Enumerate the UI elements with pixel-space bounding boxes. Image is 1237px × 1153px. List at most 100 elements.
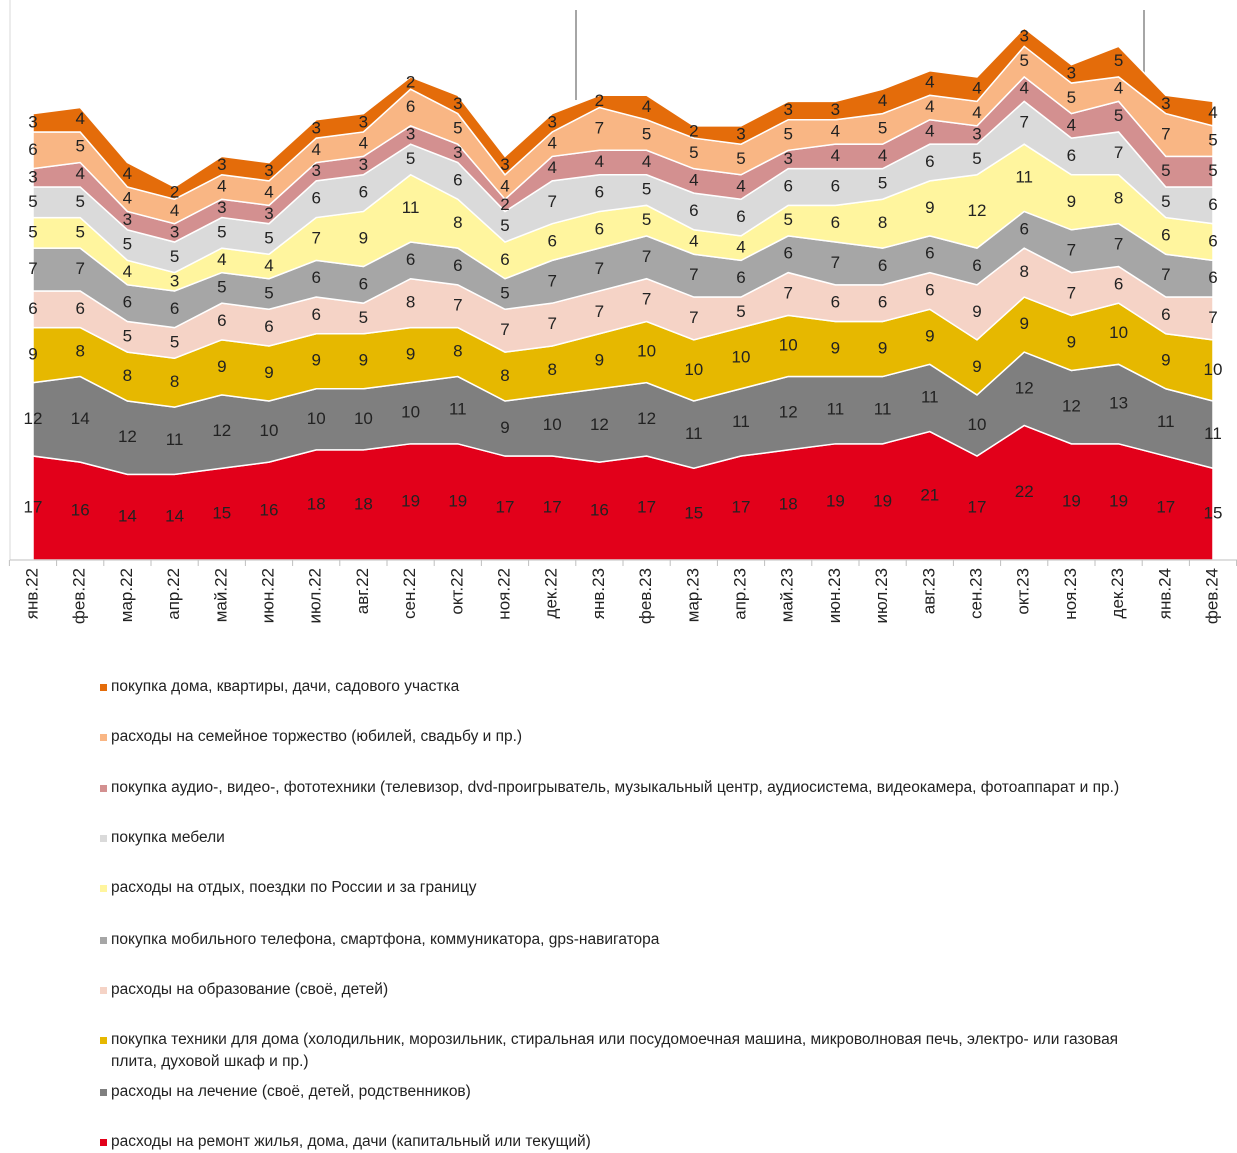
data-label: 9	[264, 363, 273, 382]
data-label: 7	[1019, 112, 1028, 131]
data-label: 12	[118, 427, 137, 446]
data-label: 10	[637, 342, 656, 361]
x-tick-label: сен.22	[400, 568, 419, 619]
data-label: 11	[166, 430, 184, 449]
data-label: 6	[359, 274, 368, 293]
data-label: 14	[71, 409, 90, 428]
data-label: 5	[75, 222, 84, 241]
data-label: 6	[123, 293, 132, 312]
data-label: 7	[500, 320, 509, 339]
data-label: 9	[28, 345, 37, 364]
data-label: 6	[925, 280, 934, 299]
data-label: 6	[1208, 195, 1217, 214]
data-label: 9	[217, 357, 226, 376]
data-label: 5	[170, 247, 179, 266]
data-label: 6	[1208, 268, 1217, 287]
data-label: 3	[453, 94, 462, 113]
data-label: 7	[642, 247, 651, 266]
data-label: 4	[925, 97, 934, 116]
data-label: 15	[684, 504, 703, 523]
data-label: 9	[359, 228, 368, 247]
data-label: 11	[874, 400, 892, 419]
x-tick-label: ноя.22	[494, 568, 513, 620]
data-label: 3	[28, 167, 37, 186]
x-tick-label: окт.23	[1014, 568, 1033, 615]
data-label: 9	[1019, 314, 1028, 333]
data-label: 5	[500, 283, 509, 302]
data-label: 7	[547, 271, 556, 290]
x-tick-label: янв.22	[22, 568, 41, 619]
data-label: 4	[925, 121, 934, 140]
data-label: 6	[75, 299, 84, 318]
data-label: 10	[968, 415, 987, 434]
data-label: 21	[920, 485, 939, 504]
data-label: 5	[264, 283, 273, 302]
x-tick-label: фев.22	[70, 568, 89, 624]
data-label: 8	[878, 213, 887, 232]
data-label: 10	[1204, 360, 1223, 379]
legend-label: расходы на лечение (своё, детей, родстве…	[111, 1083, 471, 1100]
data-label: 11	[1157, 412, 1175, 431]
data-label: 5	[264, 228, 273, 247]
data-label: 6	[453, 170, 462, 189]
data-label: 5	[75, 137, 84, 156]
data-label: 4	[642, 152, 651, 171]
data-label: 6	[217, 311, 226, 330]
data-label: 6	[359, 183, 368, 202]
data-label: 7	[75, 259, 84, 278]
data-label: 6	[1114, 274, 1123, 293]
data-label: 3	[123, 210, 132, 229]
legend-item: расходы на отдых, поездки по России и за…	[100, 877, 1160, 899]
data-label: 7	[1067, 241, 1076, 260]
data-label: 5	[75, 192, 84, 211]
x-tick-label: июл.23	[872, 568, 891, 623]
data-label: 4	[264, 183, 273, 202]
x-tick-label: июн.22	[258, 568, 277, 623]
data-label: 7	[595, 259, 604, 278]
data-label: 13	[1109, 394, 1128, 413]
data-label: 5	[1114, 106, 1123, 125]
data-label: 6	[1161, 225, 1170, 244]
data-label: 5	[783, 124, 792, 143]
data-label: 4	[1114, 79, 1123, 98]
x-tick-label: май.22	[211, 568, 230, 622]
legend-swatch	[100, 885, 107, 892]
x-tick-label: сен.23	[966, 568, 985, 619]
data-label: 9	[1161, 351, 1170, 370]
x-tick-label: ноя.23	[1061, 568, 1080, 620]
data-label: 7	[453, 296, 462, 315]
data-label: 10	[307, 409, 326, 428]
data-label: 12	[1015, 378, 1034, 397]
data-label: 8	[453, 342, 462, 361]
data-label: 5	[1114, 51, 1123, 70]
x-tick-label: окт.22	[447, 568, 466, 615]
data-label: 18	[307, 494, 326, 513]
data-label: 4	[736, 238, 745, 257]
data-label: 5	[359, 308, 368, 327]
data-label: 3	[453, 143, 462, 162]
data-label: 9	[1067, 332, 1076, 351]
data-label: 7	[1208, 308, 1217, 327]
data-label: 4	[123, 189, 132, 208]
data-label: 3	[264, 161, 273, 180]
data-label: 6	[170, 299, 179, 318]
data-label: 3	[359, 155, 368, 174]
data-label: 16	[71, 501, 90, 520]
data-label: 17	[1156, 498, 1175, 517]
data-label: 7	[547, 192, 556, 211]
data-label: 3	[547, 112, 556, 131]
legend-label: покупка дома, квартиры, дачи, садового у…	[111, 678, 460, 695]
legend-item: расходы на ремонт жилья, дома, дачи (кап…	[100, 1131, 1160, 1153]
data-label: 3	[972, 124, 981, 143]
legend-label: покупка мебели	[111, 829, 225, 846]
data-label: 8	[123, 366, 132, 385]
data-label: 10	[401, 403, 420, 422]
data-label: 6	[925, 152, 934, 171]
data-label: 5	[406, 149, 415, 168]
data-label: 7	[783, 283, 792, 302]
data-label: 19	[1062, 491, 1081, 510]
data-label: 5	[1161, 192, 1170, 211]
data-label: 17	[496, 498, 515, 517]
data-label: 12	[968, 201, 987, 220]
legend-item: расходы на образование (своё, детей)	[100, 979, 1160, 1001]
